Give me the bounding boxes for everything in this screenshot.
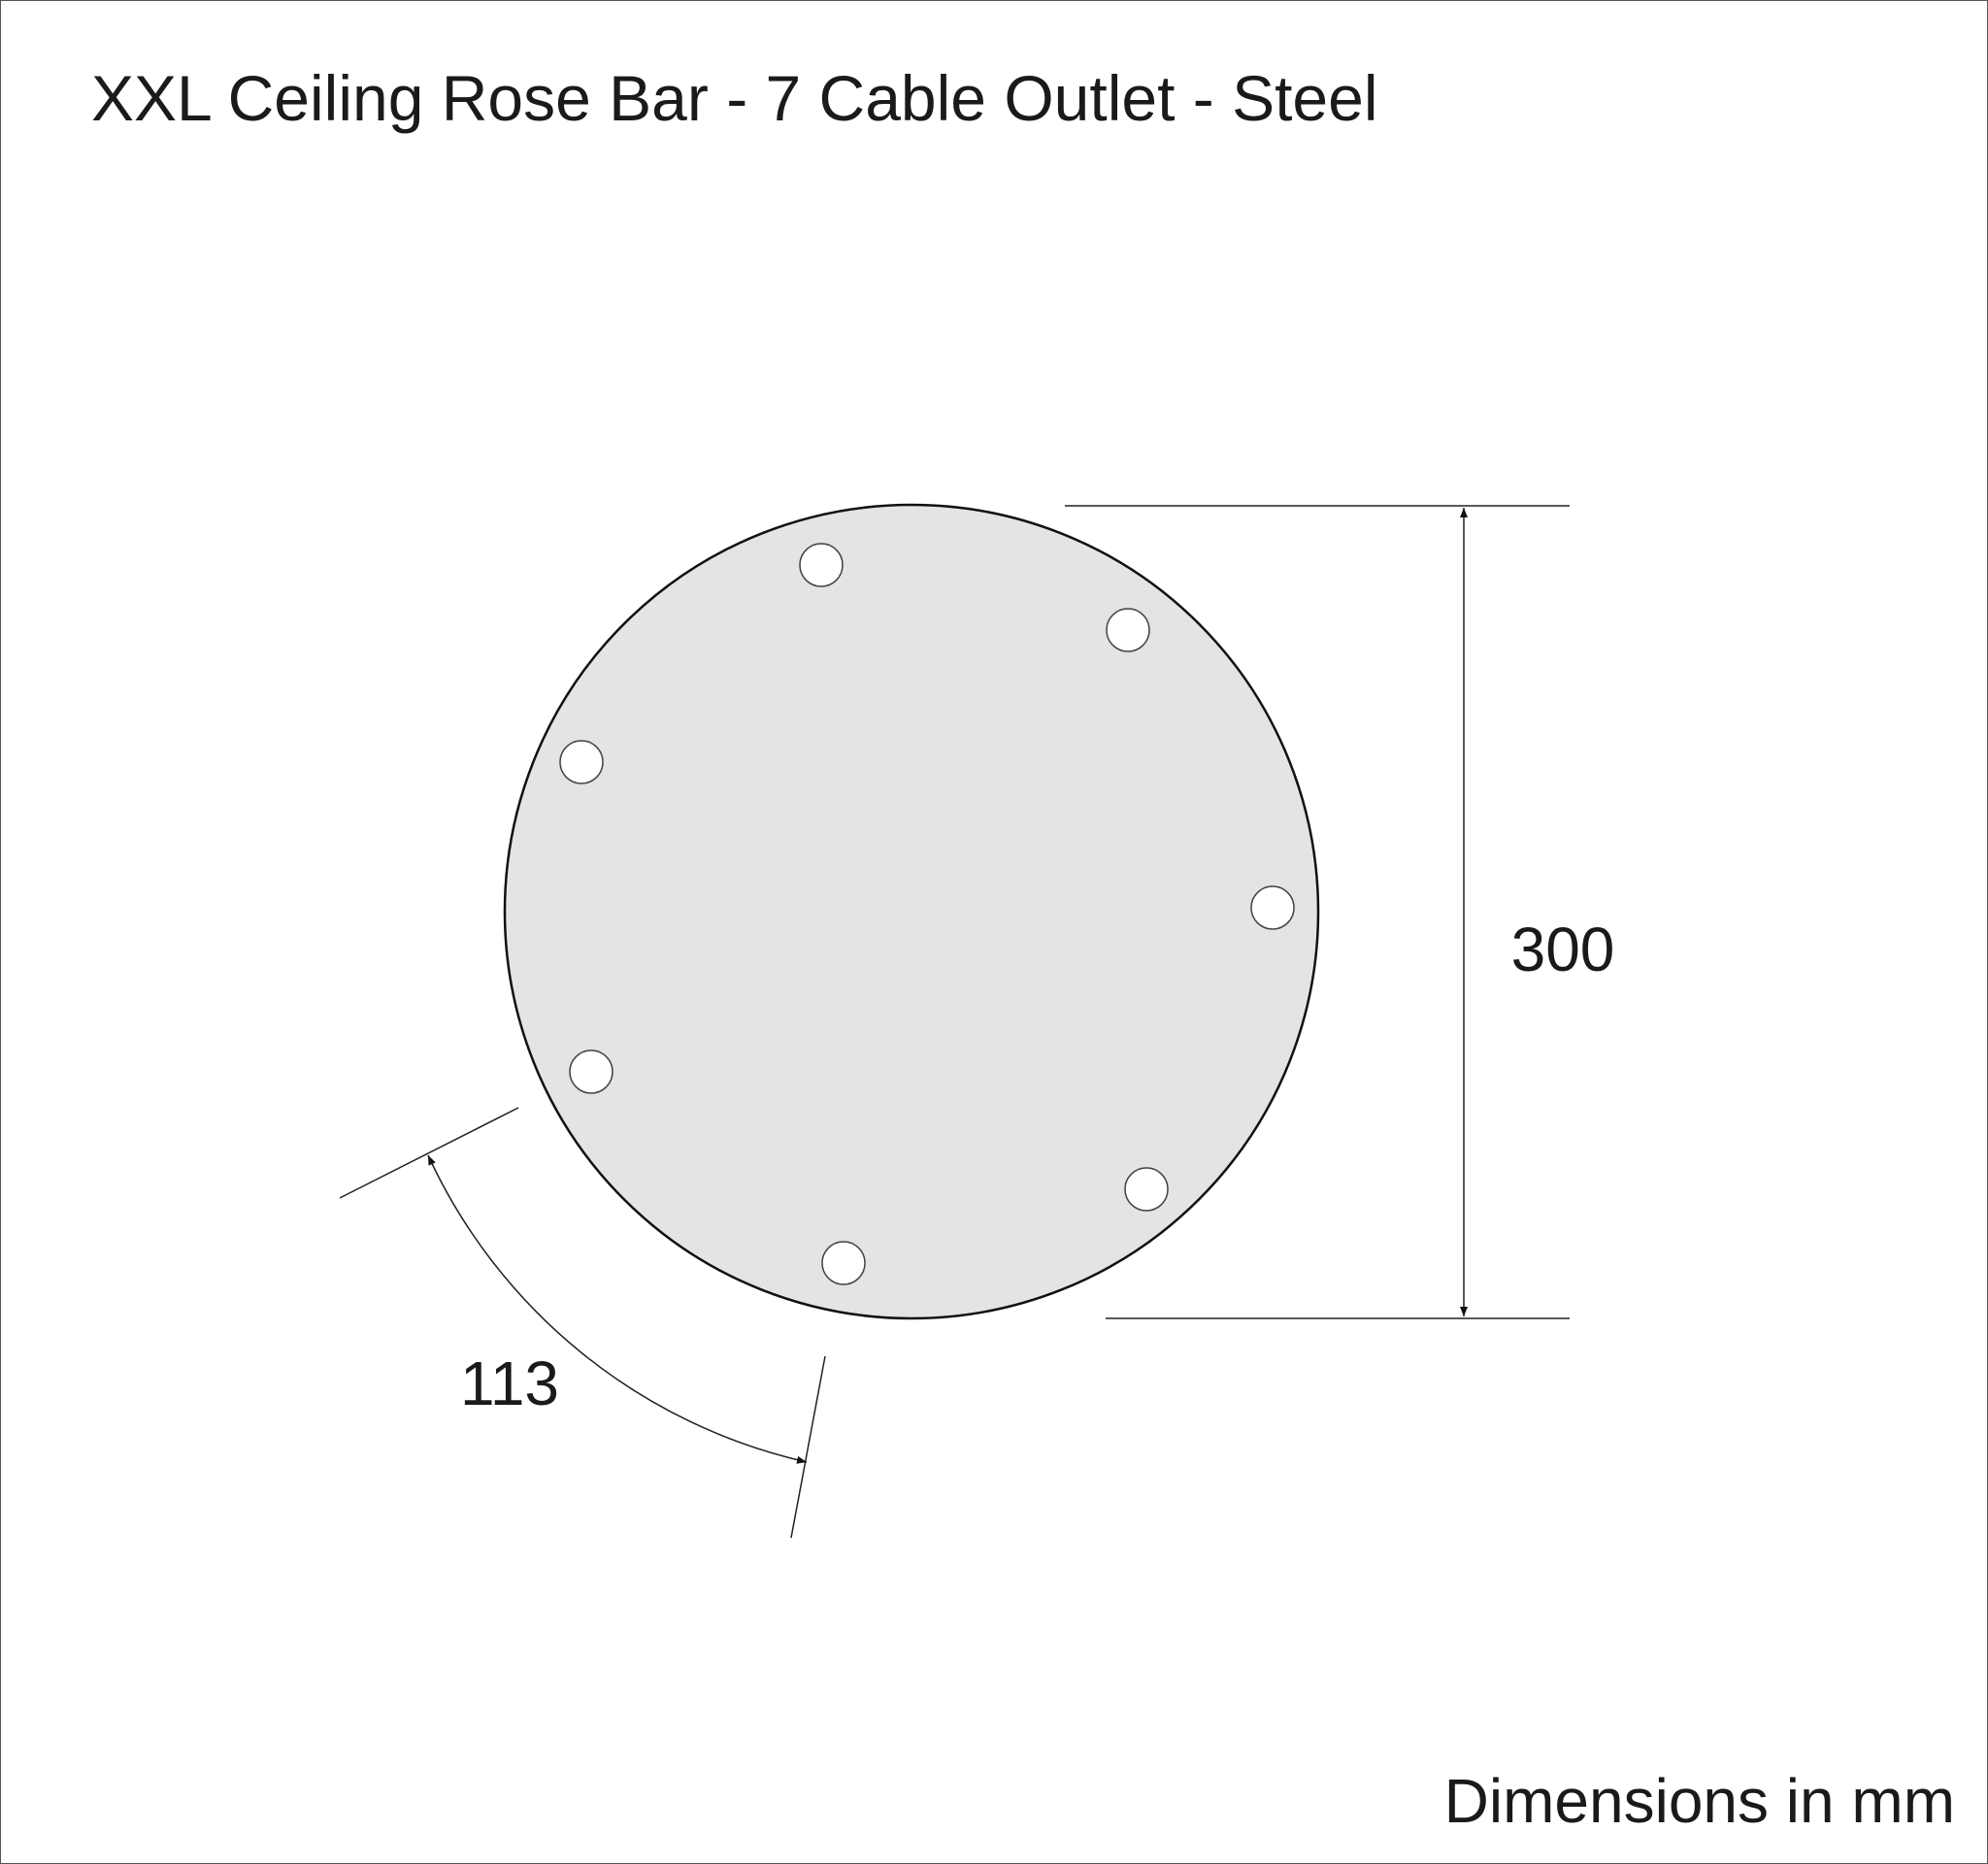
- cable-outlet-holes: [559, 543, 1295, 1285]
- cable-hole: [821, 1241, 866, 1285]
- arc-dimension-line: [427, 1154, 808, 1464]
- cable-hole: [569, 1049, 613, 1094]
- drawing-title: XXL Ceiling Rose Bar - 7 Cable Outlet - …: [91, 62, 1378, 134]
- ceiling-rose-plate: [503, 503, 1320, 1320]
- cable-hole: [1106, 608, 1150, 652]
- cable-hole: [799, 543, 844, 587]
- arc-extension-line-1: [339, 1107, 519, 1199]
- cable-hole: [1250, 885, 1295, 930]
- arc-spacing-label: 113: [460, 1348, 559, 1418]
- arc-extension-line-2: [790, 1355, 826, 1539]
- diameter-label: 300: [1511, 915, 1615, 984]
- units-note: Dimensions in mm: [1444, 1766, 1955, 1836]
- cable-hole: [559, 740, 604, 784]
- cable-hole: [1124, 1167, 1169, 1212]
